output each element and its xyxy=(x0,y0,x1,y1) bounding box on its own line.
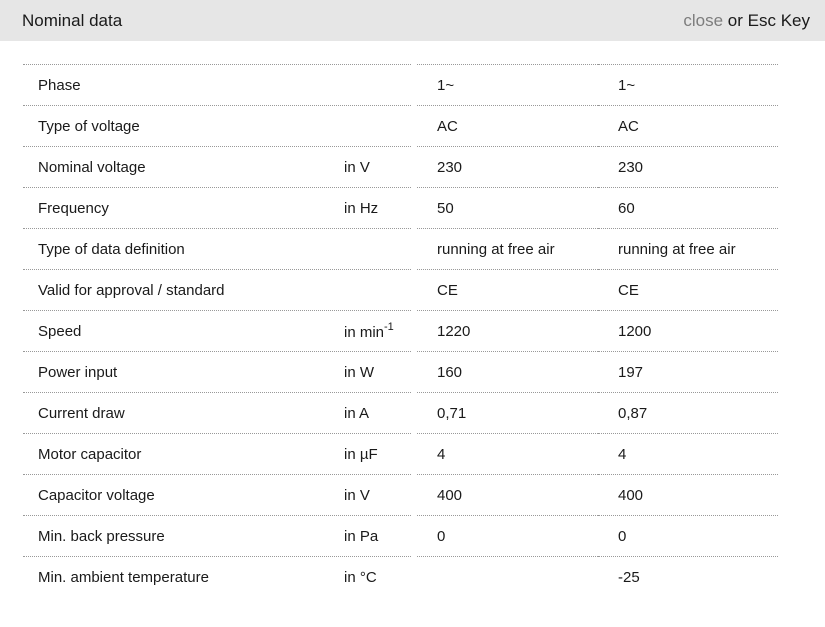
row-value-1: 4 xyxy=(417,433,598,474)
row-label: Motor capacitor xyxy=(38,445,142,463)
row-label: Power input xyxy=(38,363,118,381)
row-label: Type of data definition xyxy=(38,240,185,258)
table-row: Type of voltage AC AC xyxy=(23,105,778,146)
dialog-title: Nominal data xyxy=(22,10,123,30)
row-unit: in Pa xyxy=(344,527,379,545)
row-label: Min. back pressure xyxy=(38,527,165,545)
row-label-group: Capacitor voltage in V xyxy=(23,474,411,515)
row-label-group: Motor capacitor in µF xyxy=(23,433,411,474)
row-value-2: running at free air xyxy=(598,228,778,269)
row-unit: in Hz xyxy=(344,199,379,217)
row-label-group: Frequency in Hz xyxy=(23,187,411,228)
row-unit: in V xyxy=(344,158,370,176)
row-unit: in µF xyxy=(344,445,378,463)
close-button[interactable]: close xyxy=(683,10,724,30)
table-row: Type of data definition running at free … xyxy=(23,228,778,269)
row-value-1 xyxy=(417,556,598,597)
row-label: Speed xyxy=(38,322,82,340)
row-label: Nominal voltage xyxy=(38,158,146,176)
row-value-1: 400 xyxy=(417,474,598,515)
row-label-group: Type of data definition xyxy=(23,228,411,269)
row-value-1: 0,71 xyxy=(417,392,598,433)
row-value-1: running at free air xyxy=(417,228,598,269)
table-row: Nominal voltage in V 230 230 xyxy=(23,146,778,187)
row-value-1: 50 xyxy=(417,187,598,228)
row-label-group: Min. ambient temperature in °C xyxy=(23,556,411,597)
row-value-1: CE xyxy=(417,269,598,310)
row-label: Current draw xyxy=(38,404,125,422)
row-unit: in W xyxy=(344,363,374,381)
row-label: Capacitor voltage xyxy=(38,486,155,504)
row-label-group: Phase xyxy=(23,64,411,105)
row-label-group: Nominal voltage in V xyxy=(23,146,411,187)
row-label-group: Valid for approval / standard xyxy=(23,269,411,310)
nominal-data-table: Phase 1~ 1~ Type of voltage AC AC Nomina… xyxy=(23,64,778,597)
table-row: Min. back pressure in Pa 0 0 xyxy=(23,515,778,556)
row-label: Frequency xyxy=(38,199,109,217)
row-value-2: -25 xyxy=(598,556,778,597)
row-value-2: AC xyxy=(598,105,778,146)
row-label-group: Current draw in A xyxy=(23,392,411,433)
row-value-2: 230 xyxy=(598,146,778,187)
row-label-group: Speed in min-1 xyxy=(23,310,411,351)
table-row: Capacitor voltage in V 400 400 xyxy=(23,474,778,515)
row-value-2: 1~ xyxy=(598,64,778,105)
row-unit: in V xyxy=(344,486,370,504)
table-row: Speed in min-1 1220 1200 xyxy=(23,310,778,351)
row-label: Valid for approval / standard xyxy=(38,281,225,299)
row-value-2: 400 xyxy=(598,474,778,515)
table-row: Min. ambient temperature in °C -25 xyxy=(23,556,778,597)
table-row: Current draw in A 0,71 0,87 xyxy=(23,392,778,433)
table-row: Power input in W 160 197 xyxy=(23,351,778,392)
table-row: Phase 1~ 1~ xyxy=(23,64,778,105)
row-unit: in °C xyxy=(344,568,377,586)
row-value-1: 160 xyxy=(417,351,598,392)
table-row: Motor capacitor in µF 4 4 xyxy=(23,433,778,474)
row-value-2: 4 xyxy=(598,433,778,474)
table-row: Valid for approval / standard CE CE xyxy=(23,269,778,310)
row-value-2: 1200 xyxy=(598,310,778,351)
row-label: Type of voltage xyxy=(38,117,140,135)
row-value-2: 197 xyxy=(598,351,778,392)
esc-key-hint: or Esc Key xyxy=(723,10,810,30)
dialog-header: Nominal data close or Esc Key xyxy=(0,0,825,41)
row-value-1: 230 xyxy=(417,146,598,187)
row-value-1: AC xyxy=(417,105,598,146)
row-label-group: Power input in W xyxy=(23,351,411,392)
close-hint: close or Esc Key xyxy=(683,11,810,31)
row-label: Phase xyxy=(38,76,81,94)
row-unit: in A xyxy=(344,404,370,422)
row-value-2: 60 xyxy=(598,187,778,228)
row-value-1: 1220 xyxy=(417,310,598,351)
row-value-1: 0 xyxy=(417,515,598,556)
row-unit: in min-1 xyxy=(344,320,394,341)
row-value-2: 0,87 xyxy=(598,392,778,433)
table-row: Frequency in Hz 50 60 xyxy=(23,187,778,228)
row-label-group: Type of voltage xyxy=(23,105,411,146)
row-value-1: 1~ xyxy=(417,64,598,105)
row-label-group: Min. back pressure in Pa xyxy=(23,515,411,556)
row-value-2: CE xyxy=(598,269,778,310)
row-label: Min. ambient temperature xyxy=(38,568,209,586)
row-value-2: 0 xyxy=(598,515,778,556)
